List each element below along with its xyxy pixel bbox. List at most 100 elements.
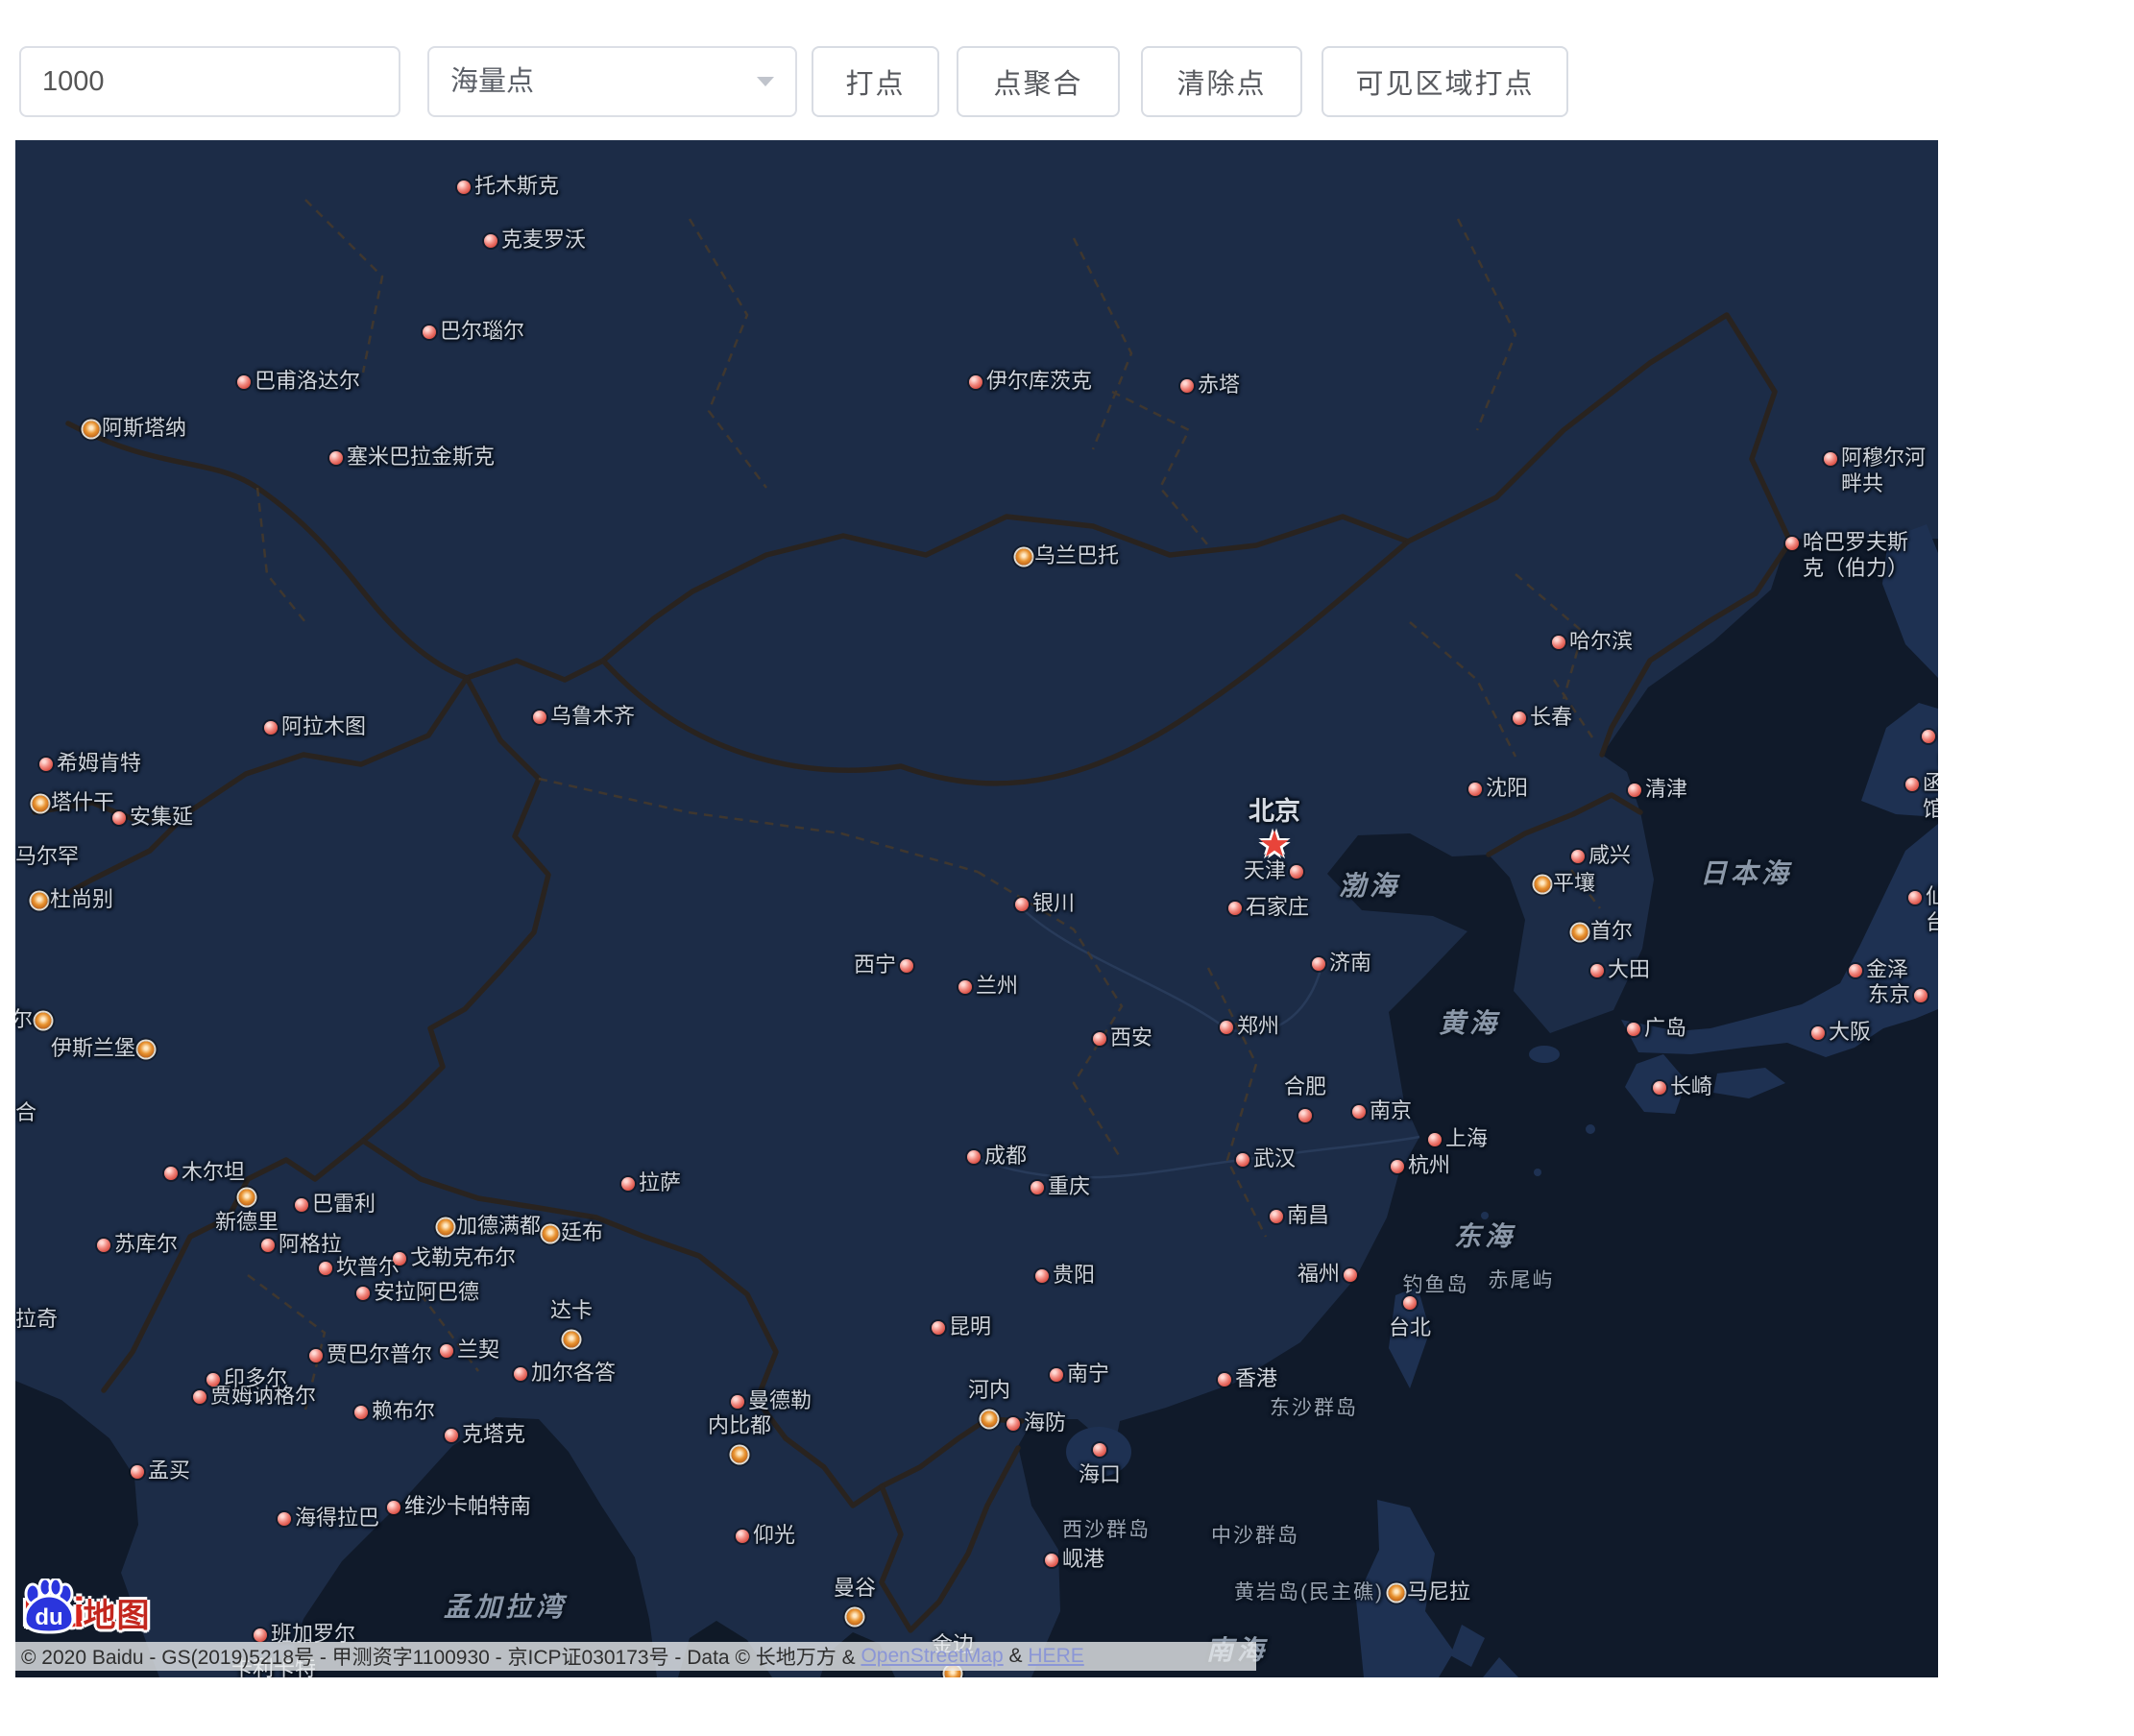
city-dot: [1015, 898, 1029, 911]
point-count-input[interactable]: [19, 46, 400, 117]
city-label: 海口: [1078, 1462, 1122, 1486]
city-label: 托木斯克: [474, 174, 560, 198]
city-label: 苏库尔: [114, 1232, 179, 1256]
city-label: 大田: [1608, 957, 1651, 981]
city-dot: [1220, 1021, 1233, 1034]
city-label: 希姆肯特: [57, 751, 142, 775]
city-dot: [457, 181, 471, 194]
city-label: 加德满都: [456, 1214, 542, 1238]
cluster-points-button[interactable]: 点聚合: [957, 46, 1120, 117]
sea-label: 孟加拉湾: [443, 1592, 568, 1622]
baidu-paw-icon: du: [23, 1579, 75, 1634]
city-dot: [1093, 1443, 1106, 1457]
partial-city-label: 合: [15, 1100, 37, 1124]
capital-dot: [731, 1446, 748, 1463]
city-dot: [440, 1344, 453, 1358]
city-dot: [1180, 379, 1194, 393]
city-label: 沈阳: [1486, 776, 1529, 800]
city-label: 曼德勒: [748, 1388, 812, 1412]
city-dot: [1824, 452, 1837, 466]
city-label: 兰契: [457, 1338, 500, 1362]
city-dot: [1403, 1296, 1417, 1310]
city-dot: [278, 1512, 291, 1526]
city-label: 长春: [1530, 705, 1573, 729]
city-dot: [1270, 1210, 1283, 1223]
city-dot: [1045, 1554, 1058, 1567]
city-label: 天津: [1243, 858, 1286, 882]
city-dot: [445, 1429, 458, 1442]
openstreetmap-link[interactable]: OpenStreetMap: [861, 1645, 1004, 1667]
city-dot: [1571, 850, 1585, 863]
sea-label: 渤海: [1338, 871, 1401, 901]
clear-points-button[interactable]: 清除点: [1141, 46, 1302, 117]
city-dot: [295, 1198, 308, 1212]
city-label: 贾姆讷格尔: [210, 1384, 317, 1408]
city-dot: [1218, 1373, 1231, 1386]
city-label: 阿斯塔纳: [102, 416, 187, 440]
city-dot: [1006, 1417, 1020, 1431]
city-dot: [254, 1628, 267, 1642]
island-label: 中沙群岛: [1211, 1525, 1299, 1547]
city-dot: [237, 375, 251, 389]
sea-label: 黄海: [1438, 1008, 1501, 1038]
city-dot: [1312, 957, 1325, 971]
city-dot: [393, 1252, 406, 1266]
city-dot: [329, 451, 343, 465]
city-dot: [1628, 784, 1641, 797]
city-dot: [1228, 902, 1242, 915]
city-label: 金泽: [1866, 957, 1909, 981]
city-dot: [958, 980, 972, 994]
partial-city-label: 拉奇: [15, 1307, 59, 1331]
city-label: 拉萨: [639, 1170, 682, 1194]
copyright-bar: © 2020 Baidu - GS(2019)5218号 - 甲测资字11009…: [15, 1642, 1256, 1671]
city-dot: [206, 1373, 220, 1386]
city-label: 廷布: [561, 1220, 604, 1244]
city-label: 平壤: [1553, 871, 1596, 895]
city-dot: [387, 1501, 400, 1514]
city-label: 南宁: [1067, 1362, 1110, 1386]
city-dot: [112, 811, 126, 825]
city-dot: [39, 758, 53, 771]
city-label: 塞米巴拉金斯克: [347, 445, 496, 469]
city-label: 赖布尔: [372, 1399, 436, 1423]
capital-dot: [1571, 924, 1588, 941]
capital-dot: [981, 1410, 998, 1428]
city-label: 巴雷利: [312, 1192, 376, 1216]
capital-dot: [32, 795, 49, 812]
copyright-sep: &: [1003, 1645, 1029, 1667]
city-label: 咸兴: [1588, 843, 1632, 867]
city-label: 西宁: [853, 952, 896, 976]
city-label: 仰光: [753, 1523, 796, 1547]
city-dot: [423, 326, 436, 339]
city-label: 贵阳: [1053, 1263, 1096, 1287]
city-dot: [969, 375, 982, 389]
visible-area-points-button[interactable]: 可见区域打点: [1322, 46, 1568, 117]
city-dot: [1513, 711, 1526, 725]
city-dot: [932, 1321, 945, 1335]
point-type-select[interactable]: 海量点: [427, 46, 797, 117]
city-label: 乌兰巴托: [1034, 543, 1120, 567]
city-dot: [967, 1150, 981, 1164]
city-label: 长崎: [1670, 1074, 1713, 1098]
city-label: 函馆: [1923, 771, 1938, 821]
sea-label: 日本海: [1699, 858, 1793, 888]
city-label: 石家庄: [1246, 895, 1310, 919]
baidu-maps-logo[interactable]: Bai du 地图: [23, 1579, 177, 1634]
capital-dot: [846, 1608, 863, 1626]
capital-dot: [1534, 876, 1551, 893]
draw-points-button[interactable]: 打点: [812, 46, 939, 117]
city-label: 加尔各答: [531, 1361, 617, 1385]
city-dot: [1590, 964, 1604, 977]
here-link[interactable]: HERE: [1028, 1645, 1084, 1667]
capital-dot: [1015, 548, 1032, 566]
city-dot: [731, 1395, 744, 1409]
partial-city-label: 马尔罕: [15, 844, 80, 868]
city-dot: [193, 1390, 206, 1404]
city-dot: [514, 1367, 527, 1381]
map-canvas[interactable]: 托木斯克 克麦罗沃 巴尔瑙尔 巴甫洛达尔 阿斯塔纳 塞米巴拉金斯克 伊尔库茨克 赤塔 乌兰巴托阿…: [15, 140, 1938, 1677]
city-label: 戈勒克布尔: [410, 1245, 517, 1269]
city-label: 克塔克: [462, 1422, 526, 1446]
city-label: 成都: [984, 1144, 1028, 1168]
city-label: 杜尚别: [50, 887, 114, 911]
city-dot: [1298, 1109, 1312, 1122]
